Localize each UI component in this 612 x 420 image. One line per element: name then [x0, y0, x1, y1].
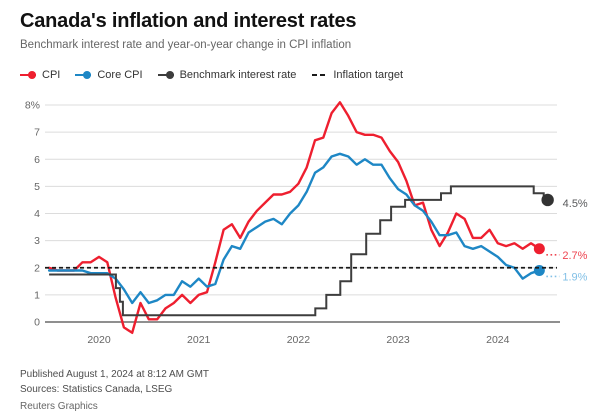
- cpi-line: [47, 101, 541, 335]
- x-tick-label: 2020: [87, 334, 111, 346]
- legend-item-cpi: CPI: [20, 69, 60, 81]
- x-tick-label: 2022: [287, 334, 311, 346]
- line-dot-icon: [20, 71, 36, 80]
- legend: CPI Core CPI Benchmark interest rate Inflat…: [20, 69, 403, 81]
- y-tick-label: 5: [34, 181, 40, 193]
- chart-subtitle: Benchmark interest rate and year-on-year…: [20, 39, 352, 51]
- chart: 8% 7 6 5 4 3 2 1 0 2020 2021 2022 2023 2024 2.7% 1.9% 4.…: [0, 95, 612, 360]
- benchmark-rate-line: [49, 185, 548, 317]
- y-tick-label: 4: [34, 208, 40, 220]
- y-tick-label: 1: [34, 289, 40, 301]
- published-timestamp: Published August 1, 2024 at 8:12 AM GMT: [20, 369, 210, 380]
- line-dot-icon: [157, 71, 174, 80]
- benchmark-end-dot: [541, 193, 554, 207]
- cpi-line-end-label: 2.7%: [562, 250, 587, 262]
- core-cpi-line-end-label: 1.9%: [562, 271, 587, 283]
- legend-label: CPI: [42, 69, 61, 81]
- x-tick-label: 2021: [187, 334, 211, 346]
- x-tick-label: 2023: [386, 334, 410, 346]
- y-tick-label: 3: [34, 235, 40, 247]
- chart-svg: 8% 7 6 5 4 3 2 1 0 2020 2021 2022 2023 2024 2.7% 1.9% 4.…: [25, 100, 588, 347]
- core-cpi-line: [47, 152, 541, 305]
- sources-note: Sources: Statistics Canada, LSEG: [20, 384, 173, 395]
- dashed-line-icon: [311, 71, 327, 80]
- legend-label: Core CPI: [97, 69, 143, 81]
- legend-item-inflation-target: Inflation target: [311, 69, 403, 81]
- legend-item-core-cpi: Core CPI: [75, 69, 143, 81]
- benchmark-end-label: 4.5%: [563, 198, 588, 210]
- core-cpi-line-end-dot: [533, 264, 545, 276]
- page-title: Canada's inflation and interest rates: [20, 10, 357, 32]
- cpi-line-end-dot: [533, 243, 545, 255]
- reuters-graphics-credit: Reuters Graphics: [20, 401, 98, 412]
- y-tick-label: 6: [34, 154, 40, 166]
- line-dot-icon: [75, 71, 92, 80]
- legend-item-benchmark-interest-rate: Benchmark interest rate: [157, 69, 297, 81]
- legend-label: Inflation target: [333, 69, 404, 81]
- y-tick-label: 0: [34, 317, 40, 329]
- y-tick-label: 7: [34, 127, 40, 139]
- y-tick-label: 2: [34, 262, 40, 274]
- x-tick-label: 2024: [486, 334, 510, 346]
- legend-label: Benchmark interest rate: [179, 69, 297, 81]
- y-tick-label: 8%: [25, 100, 40, 112]
